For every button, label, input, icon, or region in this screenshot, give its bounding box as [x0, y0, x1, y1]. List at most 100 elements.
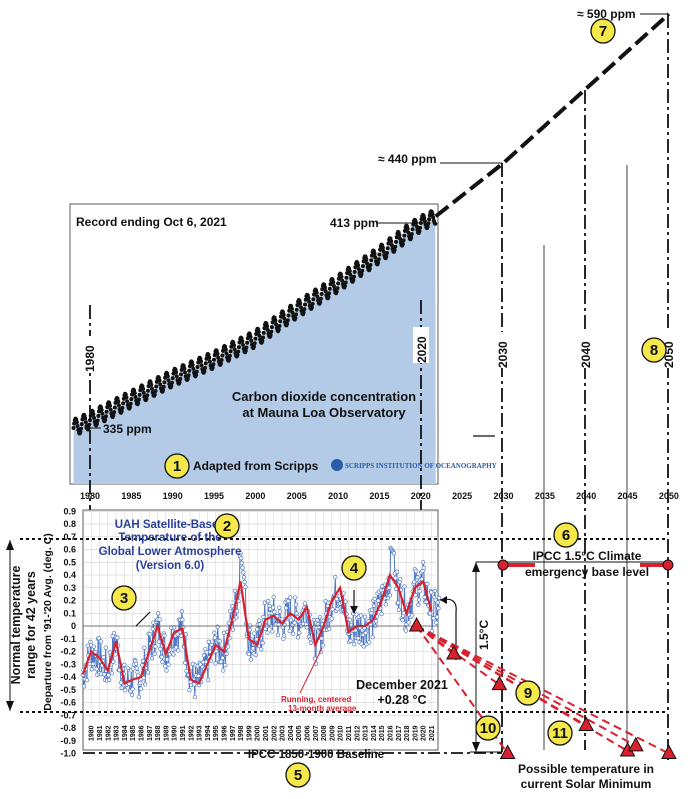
co2-data-point	[141, 386, 146, 391]
co2-data-point	[257, 333, 262, 338]
uah-data-point	[153, 644, 158, 649]
co2-data-point	[215, 351, 220, 356]
uah-data-point	[376, 598, 381, 603]
uah-data-point	[432, 588, 438, 594]
co2-data-point	[268, 333, 273, 338]
co2-data-point	[153, 389, 158, 393]
co2-data-point	[248, 334, 253, 339]
co2-data-point	[136, 397, 141, 402]
co2-data-point	[128, 401, 133, 406]
uah-data-point	[393, 575, 398, 581]
uah-data-point	[248, 657, 254, 662]
badge-2: 2	[214, 513, 240, 539]
badge-7: 7	[590, 18, 616, 44]
uah-data-point	[372, 596, 377, 602]
co2-data-point	[323, 289, 328, 294]
co2-x-tick-label: 2040	[576, 491, 596, 501]
co2-data-point	[353, 265, 358, 270]
co2-data-point	[344, 275, 349, 280]
co2-data-point	[141, 390, 146, 395]
temp-x-tick-label: 2021	[429, 725, 436, 741]
co2-data-point	[228, 349, 233, 354]
uah-data-point	[156, 639, 162, 644]
temp-y-tick-label: 0.9	[63, 506, 76, 516]
co2-data-point	[332, 284, 336, 289]
co2-data-point	[376, 257, 381, 262]
scripps-logo: SCRIPPS INSTITUTION OF OCEANOGRAPHY	[331, 459, 497, 471]
co2-data-point	[253, 336, 258, 341]
co2-data-point	[414, 224, 419, 229]
uah-data-point	[260, 640, 265, 646]
co2-data-point	[75, 424, 80, 428]
co2-data-point	[129, 397, 134, 402]
badge-1: 1	[164, 453, 190, 479]
temp-x-tick-label: 2018	[404, 725, 411, 741]
uah-data-point	[257, 618, 262, 623]
uah-data-point	[213, 661, 218, 666]
badge-10: 10	[475, 715, 501, 741]
co2-data-point	[298, 305, 303, 310]
year-1980-vlabel: 1980	[83, 345, 97, 372]
co2-data-point	[392, 248, 397, 253]
co2-data-point	[227, 353, 232, 358]
co2-data-point	[319, 292, 324, 296]
co2-data-point	[397, 233, 402, 238]
co2-x-tick-label: 2050	[659, 491, 679, 501]
normal-range-arrow-bottom	[6, 701, 14, 711]
possible-temperature-markers	[408, 616, 677, 759]
co2-data-point	[270, 320, 275, 325]
temp-x-tick-label: 2019	[412, 725, 419, 741]
uah-data-point	[262, 600, 267, 605]
co2-data-point	[335, 286, 340, 291]
co2-data-point	[256, 330, 261, 334]
uah-data-point	[157, 617, 162, 622]
co2-data-point	[136, 400, 141, 405]
co2-data-point	[152, 392, 157, 397]
running-label-line2: 13-month average	[288, 704, 357, 713]
co2-data-point	[265, 324, 270, 329]
co2-data-point	[194, 372, 199, 377]
uah-data-point	[118, 680, 124, 685]
uah-data-point	[304, 625, 310, 630]
uah-data-point	[369, 607, 375, 612]
co2-data-point	[389, 239, 394, 244]
temp-x-tick-label: 2005	[296, 725, 303, 741]
temp-x-tick-label: 1990	[172, 725, 179, 741]
december-label-line1: December 2021	[356, 678, 448, 692]
co2-data-point	[157, 378, 162, 383]
uah-data-point	[363, 630, 368, 635]
uah-data-point	[294, 611, 299, 616]
uah-data-point	[379, 611, 384, 617]
co2-data-point	[278, 319, 283, 324]
co2-data-point	[108, 403, 112, 408]
uah-data-point	[91, 661, 96, 667]
uah-data-point	[131, 666, 136, 671]
co2-data-point	[111, 413, 116, 418]
co2-data-point	[360, 264, 365, 269]
uah-data-point	[329, 616, 334, 621]
uah-data-point	[414, 568, 419, 574]
uah-data-point	[373, 619, 379, 624]
badge-8: 8	[641, 337, 667, 363]
co2-data-point	[170, 376, 175, 381]
co2-data-point	[418, 225, 423, 230]
uah-data-point	[385, 595, 391, 601]
ppm-440-label: ≈ 440 ppm	[378, 152, 437, 166]
temp-x-tick-label: 2013	[363, 725, 370, 741]
svg-text:4: 4	[350, 560, 359, 577]
uah-data-point	[113, 652, 118, 657]
co2-data-point	[243, 348, 248, 353]
co2-data-point	[364, 257, 369, 262]
co2-data-point	[92, 416, 97, 420]
co2-data-point	[183, 370, 188, 375]
co2-data-point	[425, 224, 430, 229]
co2-data-point	[274, 322, 279, 327]
co2-data-point	[145, 393, 150, 398]
uah-data-point	[239, 555, 244, 561]
uah-data-point	[421, 565, 426, 570]
uah-data-point	[205, 677, 211, 683]
temp-y-tick-label: -0.8	[60, 723, 76, 733]
uah-data-point	[293, 595, 298, 600]
year-2020-vlabel: 2020	[415, 336, 429, 363]
co2-data-point	[144, 396, 149, 401]
